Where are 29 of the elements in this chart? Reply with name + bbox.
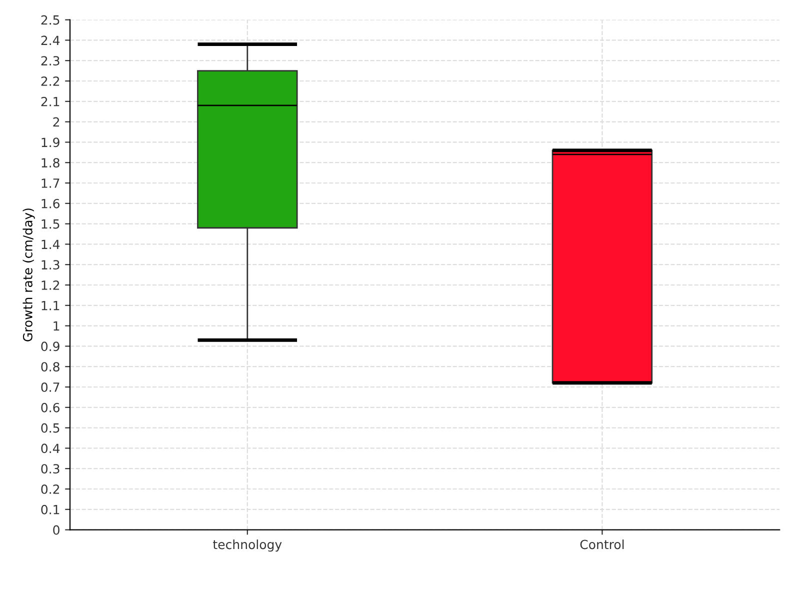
x-tick-label: technology xyxy=(213,540,282,552)
y-tick-label: 0 xyxy=(53,525,60,535)
y-tick-label: 1.3 xyxy=(42,260,60,270)
y-tick-label: 2.2 xyxy=(41,76,60,86)
y-tick-label: 1.6 xyxy=(42,198,60,208)
y-tick-label: 2.5 xyxy=(41,15,60,25)
y-tick-label: 2 xyxy=(53,117,60,127)
y-tick-label: 0.5 xyxy=(41,423,60,433)
y-tick-label: 0.8 xyxy=(41,362,60,372)
y-tick-label: 0.9 xyxy=(41,342,60,352)
y-tick-label: 1.4 xyxy=(42,240,60,249)
y-axis-title: Growth rate (cm/day) xyxy=(22,208,35,342)
y-tick-label: 0.1 xyxy=(41,504,60,514)
y-tick-label: 1.5 xyxy=(42,219,60,229)
y-tick-label: 0.4 xyxy=(41,444,60,454)
y-tick-label: 0.6 xyxy=(41,402,60,412)
y-tick-label: 1.7 xyxy=(42,178,60,188)
y-tick-label: 0.2 xyxy=(41,484,60,494)
y-tick-label: 1.8 xyxy=(42,158,60,168)
y-tick-label: 2.4 xyxy=(41,36,60,45)
y-tick-label: 1.9 xyxy=(42,138,60,148)
x-tick-label: Control xyxy=(580,540,624,550)
y-tick-label: 0.7 xyxy=(41,382,60,392)
y-tick-label: 1.2 xyxy=(42,280,60,290)
y-tick-label: 2.1 xyxy=(41,96,60,106)
y-tick-label: 1 xyxy=(54,321,60,331)
y-tick-label: 0.3 xyxy=(41,464,60,474)
y-tick-label: 2.3 xyxy=(41,56,60,66)
y-tick-label: 1.1 xyxy=(42,301,60,310)
